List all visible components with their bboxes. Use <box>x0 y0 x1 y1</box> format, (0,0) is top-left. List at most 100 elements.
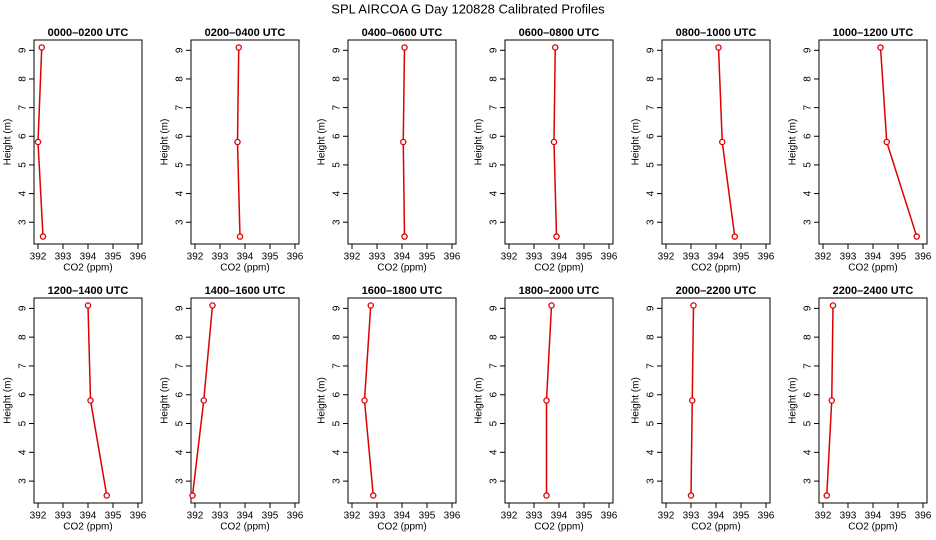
data-point <box>84 302 92 309</box>
y-tick-label: 3 <box>489 478 500 484</box>
y-tick-label: 4 <box>803 449 814 455</box>
y-axis-label: Height (m) <box>474 119 485 166</box>
plot-frame <box>190 39 300 245</box>
x-axis-label: CO2 (ppm) <box>534 263 583 274</box>
x-axis-label: CO2 (ppm) <box>848 522 897 533</box>
x-tick-label: 392 <box>344 252 361 263</box>
plot-frame <box>504 297 614 504</box>
y-tick-label: 5 <box>332 420 343 426</box>
y-tick-label: 7 <box>803 104 814 110</box>
page-title: SPL AIRCOA G Day 120828 Calibrated Profi… <box>331 1 605 16</box>
x-tick-label: 396 <box>287 252 304 263</box>
y-tick-label: 7 <box>646 363 657 369</box>
y-tick-label: 8 <box>489 76 500 82</box>
y-axis-label: Height (m) <box>474 377 485 424</box>
x-tick-label: 394 <box>394 252 411 263</box>
x-tick-label: 394 <box>80 252 97 263</box>
data-point <box>883 138 891 146</box>
y-tick-label: 4 <box>646 190 657 196</box>
y-tick-label: 3 <box>646 478 657 484</box>
y-tick-label: 3 <box>18 219 29 225</box>
data-point <box>235 44 242 51</box>
x-tick-label: 395 <box>105 252 122 263</box>
panel-title: 2200–2400 UTC <box>833 285 914 297</box>
panel-title: 0400–0600 UTC <box>362 27 443 39</box>
y-tick-label: 6 <box>646 133 657 139</box>
plot-frame <box>661 297 771 504</box>
y-tick-label: 7 <box>489 363 500 369</box>
y-tick-label: 5 <box>18 162 29 168</box>
y-tick-label: 5 <box>18 420 29 426</box>
x-tick-label: 395 <box>576 252 593 263</box>
x-tick-label: 393 <box>55 252 72 263</box>
y-tick-label: 7 <box>489 104 500 110</box>
y-tick-label: 8 <box>18 334 29 340</box>
y-tick-label: 7 <box>175 104 186 110</box>
x-tick-label: 394 <box>551 511 568 522</box>
y-tick-label: 4 <box>175 449 186 455</box>
y-tick-label: 8 <box>489 334 500 340</box>
y-tick-label: 9 <box>489 47 500 53</box>
x-tick-label: 393 <box>212 511 229 522</box>
y-tick-label: 4 <box>803 190 814 196</box>
y-tick-label: 3 <box>489 219 500 225</box>
x-tick-label: 392 <box>501 511 518 522</box>
plot-frame <box>818 39 928 245</box>
y-tick-label: 3 <box>332 219 343 225</box>
x-tick-label: 393 <box>840 252 857 263</box>
data-point <box>87 397 94 404</box>
data-point <box>553 233 560 240</box>
x-tick-label: 396 <box>601 252 618 263</box>
y-tick-label: 9 <box>646 305 657 311</box>
x-tick-label: 394 <box>394 511 411 522</box>
y-tick-label: 4 <box>332 190 343 196</box>
x-tick-label: 392 <box>815 252 832 263</box>
y-tick-label: 6 <box>489 133 500 139</box>
x-tick-label: 395 <box>890 511 907 522</box>
x-tick-label: 396 <box>601 511 618 522</box>
x-tick-label: 392 <box>187 511 204 522</box>
y-axis-label: Height (m) <box>317 377 328 424</box>
data-point <box>913 233 921 240</box>
x-axis-label: CO2 (ppm) <box>377 263 426 274</box>
data-point <box>189 492 196 499</box>
y-tick-label: 3 <box>646 219 657 225</box>
x-tick-label: 395 <box>105 511 122 522</box>
y-tick-label: 3 <box>175 219 186 225</box>
y-tick-label: 8 <box>175 334 186 340</box>
y-axis-label: Height (m) <box>160 119 171 166</box>
y-tick-label: 5 <box>175 420 186 426</box>
y-tick-label: 7 <box>175 363 186 369</box>
plot-frame <box>661 39 771 245</box>
y-tick-label: 9 <box>332 47 343 53</box>
x-axis-label: CO2 (ppm) <box>63 522 112 533</box>
panel-title: 0000–0200 UTC <box>48 27 129 39</box>
x-axis-label: CO2 (ppm) <box>534 522 583 533</box>
y-tick-label: 4 <box>18 190 29 196</box>
x-axis-label: CO2 (ppm) <box>691 522 740 533</box>
y-tick-label: 8 <box>175 76 186 82</box>
x-tick-label: 393 <box>526 511 543 522</box>
data-point <box>34 138 42 146</box>
y-axis-label: Height (m) <box>631 377 642 424</box>
data-point <box>877 44 884 51</box>
y-tick-label: 4 <box>489 190 500 196</box>
y-tick-label: 6 <box>18 133 29 139</box>
y-tick-label: 5 <box>332 162 343 168</box>
data-point <box>687 492 695 499</box>
y-tick-label: 8 <box>332 334 343 340</box>
y-tick-label: 4 <box>332 449 343 455</box>
data-point <box>823 492 831 499</box>
y-axis-label: Height (m) <box>3 377 14 424</box>
x-axis-label: CO2 (ppm) <box>220 263 269 274</box>
panel-title: 1000–1200 UTC <box>833 27 914 39</box>
y-tick-label: 4 <box>646 449 657 455</box>
x-tick-label: 393 <box>369 511 386 522</box>
data-point <box>399 138 407 146</box>
data-point <box>828 397 836 404</box>
x-tick-label: 393 <box>55 511 72 522</box>
x-axis-label: CO2 (ppm) <box>220 522 269 533</box>
x-tick-label: 393 <box>526 252 543 263</box>
panel-title: 2000–2200 UTC <box>676 285 757 297</box>
